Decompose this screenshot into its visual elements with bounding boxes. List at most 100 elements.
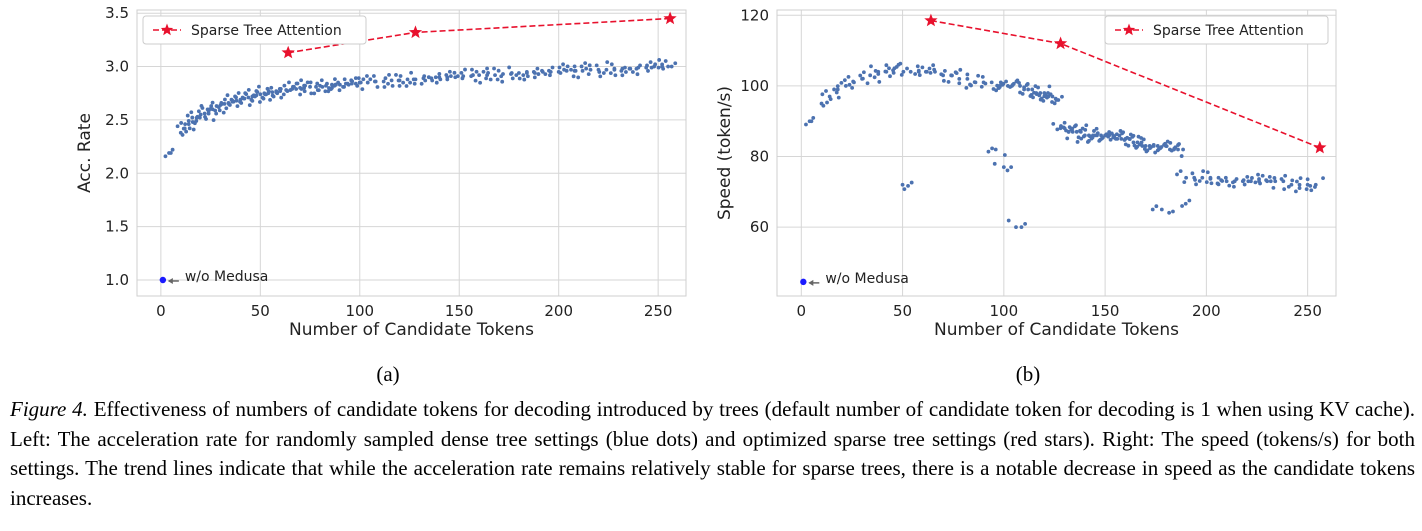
scatter-point [1313,182,1318,187]
scatter-point [270,93,275,98]
scatter-point [1200,175,1205,180]
scatter-point [990,146,994,151]
scatter-point [1290,178,1295,183]
scatter-point [842,78,847,83]
scatter-point [1079,136,1084,141]
scatter-point [381,79,386,84]
scatter-point [1094,126,1099,131]
scatter-point [564,68,569,73]
x-tick-label: 0 [156,302,166,320]
scatter-point [1151,142,1156,147]
scatter-point [994,88,999,93]
scatter-point [452,70,457,75]
scatter-point [434,80,439,85]
scatter-point [923,69,928,74]
scatter-point [1267,174,1272,179]
scatter-point [360,87,365,92]
scatter-point [891,68,895,73]
scatter-point [1257,177,1261,181]
scatter-point [471,73,475,77]
scatter-point [206,111,211,116]
scatter-point [390,84,395,88]
scatter-point [1051,121,1056,126]
scatter-point [888,74,892,79]
scatter-point [1131,140,1136,145]
scatter-point [915,64,920,69]
scatter-point [433,75,438,80]
scatter-point [1245,174,1250,179]
scatter-point [484,76,488,81]
sparse-tree-star [924,13,938,27]
scatter-point [266,89,271,93]
scatter-point [609,62,614,67]
scatter-point [1042,91,1047,95]
scatter-point [448,74,453,79]
scatter-point [1234,177,1239,181]
scatter-point [1155,148,1160,153]
annotation-arrowhead [167,277,173,284]
sparse-tree-star [408,25,423,39]
scatter-point [1289,182,1294,187]
scatter-point [189,110,194,115]
scatter-point [825,100,829,105]
scatter-point [569,67,573,72]
scatter-point [383,76,388,81]
scatter-point [247,103,252,108]
scatter-point [217,108,222,113]
scatter-point [398,74,403,78]
caption-text: Effectiveness of numbers of candidate to… [10,397,1415,510]
scatter-point [908,69,913,74]
scatter-point [316,88,321,93]
scatter-point [1019,225,1024,230]
scatter-point [1031,95,1035,100]
scatter-point [580,68,585,73]
scatter-point [1246,179,1251,184]
scatter-point [478,80,483,85]
scatter-point [405,77,410,82]
scatter-point [612,67,617,72]
scatter-point [550,65,555,70]
scatter-point [1241,178,1246,183]
scatter-point [1023,221,1028,226]
scatter-point [226,102,231,106]
scatter-point [1113,136,1118,141]
scatter-point [394,73,398,77]
scatter-point [1179,154,1184,158]
scatter-point [847,82,852,87]
scatter-point [906,183,910,188]
scatter-point [1073,124,1077,129]
scatter-point [1127,137,1132,142]
scatter-point [1083,127,1088,132]
scatter-point [1047,84,1052,89]
scatter-point [365,74,369,78]
scatter-point [239,101,244,105]
scatter-point [437,75,442,80]
scatter-point [1283,173,1288,178]
scatter-point [1164,144,1169,149]
scatter-point [920,65,925,70]
scatter-point [1321,176,1325,181]
baseline-point [159,276,167,284]
scatter-point [1087,133,1091,138]
scatter-point [1153,150,1158,155]
scatter-point [979,84,984,89]
scatter-point [1249,179,1253,184]
scatter-point [1253,180,1258,185]
scatter-point [263,92,267,97]
scatter-point [957,76,962,81]
figure-caption: Figure 4. Effectiveness of numbers of ca… [10,395,1415,513]
scatter-point [579,64,584,69]
scatter-point [270,90,275,95]
scatter-point [933,69,937,74]
scatter-point [536,72,541,76]
scatter-point [901,69,906,74]
y-tick-label: 1.0 [105,271,129,289]
scatter-point [620,73,625,78]
scatter-point [557,65,562,70]
annotation-arrowhead [808,279,814,286]
scatter-point [195,114,200,119]
scatter-point [401,80,406,85]
scatter-point [1018,84,1022,88]
scatter-point [253,94,257,99]
scatter-point [1271,185,1276,190]
